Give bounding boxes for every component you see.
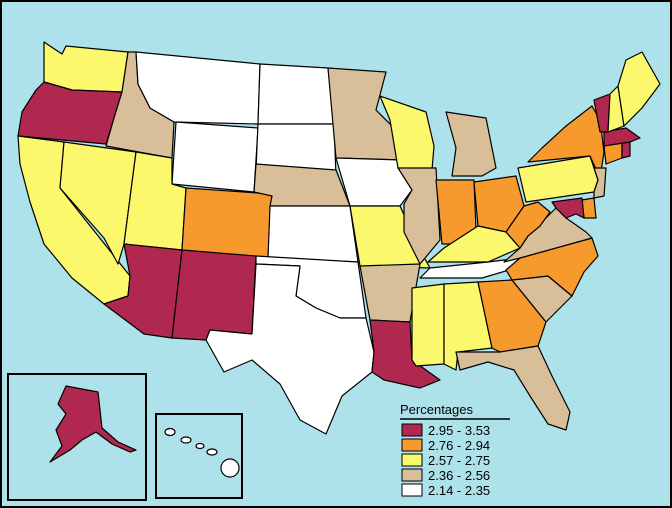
legend-swatch xyxy=(401,423,423,437)
legend-label: 2.14 - 2.35 xyxy=(428,483,490,498)
legend-label: 2.36 - 2.56 xyxy=(428,468,490,483)
legend-swatch xyxy=(401,453,423,467)
legend-label: 2.57 - 2.75 xyxy=(428,453,490,468)
state-me xyxy=(617,51,661,127)
state-la xyxy=(369,319,441,389)
state-mi xyxy=(445,111,497,177)
legend: Percentages 2.95 - 3.532.76 - 2.942.57 -… xyxy=(400,402,510,498)
legend-swatch xyxy=(401,468,423,482)
state-ia xyxy=(335,157,413,207)
state-wv xyxy=(505,201,551,249)
state-md xyxy=(551,197,585,219)
state-mo xyxy=(349,205,431,269)
state-ri xyxy=(621,141,631,159)
state-co xyxy=(181,187,273,259)
state-nd xyxy=(257,63,335,125)
state-ar xyxy=(359,263,421,323)
legend-title: Percentages xyxy=(400,402,473,417)
legend-label: 2.76 - 2.94 xyxy=(428,438,490,453)
state-or xyxy=(17,81,123,145)
legend-swatch xyxy=(401,483,423,497)
state-ms xyxy=(411,283,445,367)
hawaii-inset-frame xyxy=(155,413,243,499)
state-hi xyxy=(164,427,240,478)
state-ks xyxy=(267,205,359,263)
state-pa xyxy=(517,155,599,203)
state-ak xyxy=(49,385,137,463)
state-ma xyxy=(603,127,641,147)
state-tx xyxy=(205,263,375,435)
state-wy xyxy=(171,121,259,193)
legend-swatch xyxy=(401,438,423,452)
state-nm xyxy=(171,249,257,341)
state-fl xyxy=(455,345,571,431)
legend-label: 2.95 - 3.53 xyxy=(428,423,490,438)
state-wa xyxy=(43,41,129,93)
